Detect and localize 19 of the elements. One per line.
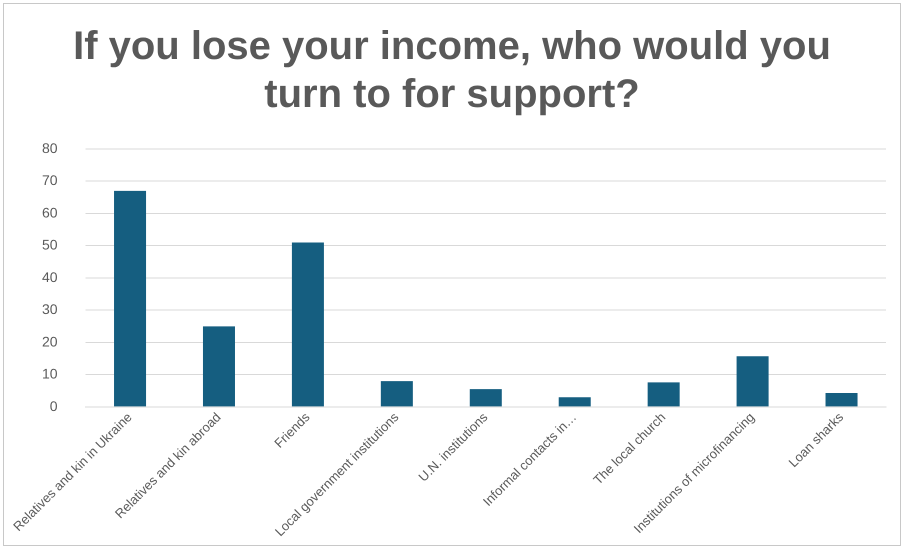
bar (648, 382, 680, 406)
bar (292, 242, 324, 406)
y-tick-label: 30 (42, 301, 58, 318)
y-tick-label: 60 (42, 204, 58, 220)
bar (202, 326, 235, 406)
y-tick-label: 50 (42, 236, 58, 253)
y-tick-label: 20 (42, 333, 58, 350)
bar (470, 389, 502, 406)
y-tick-label: 0 (50, 398, 58, 414)
bar (114, 190, 146, 406)
bar (380, 381, 413, 406)
y-tick-label: 40 (42, 268, 58, 285)
chart-title: If you lose your income, who would you turn to for support? (72, 23, 832, 118)
y-tick-label: 80 (42, 140, 58, 156)
bar (736, 356, 769, 406)
y-tick-label: 10 (42, 366, 58, 382)
y-tick-label: 70 (42, 172, 58, 188)
bar (558, 397, 591, 406)
bar (826, 393, 858, 406)
